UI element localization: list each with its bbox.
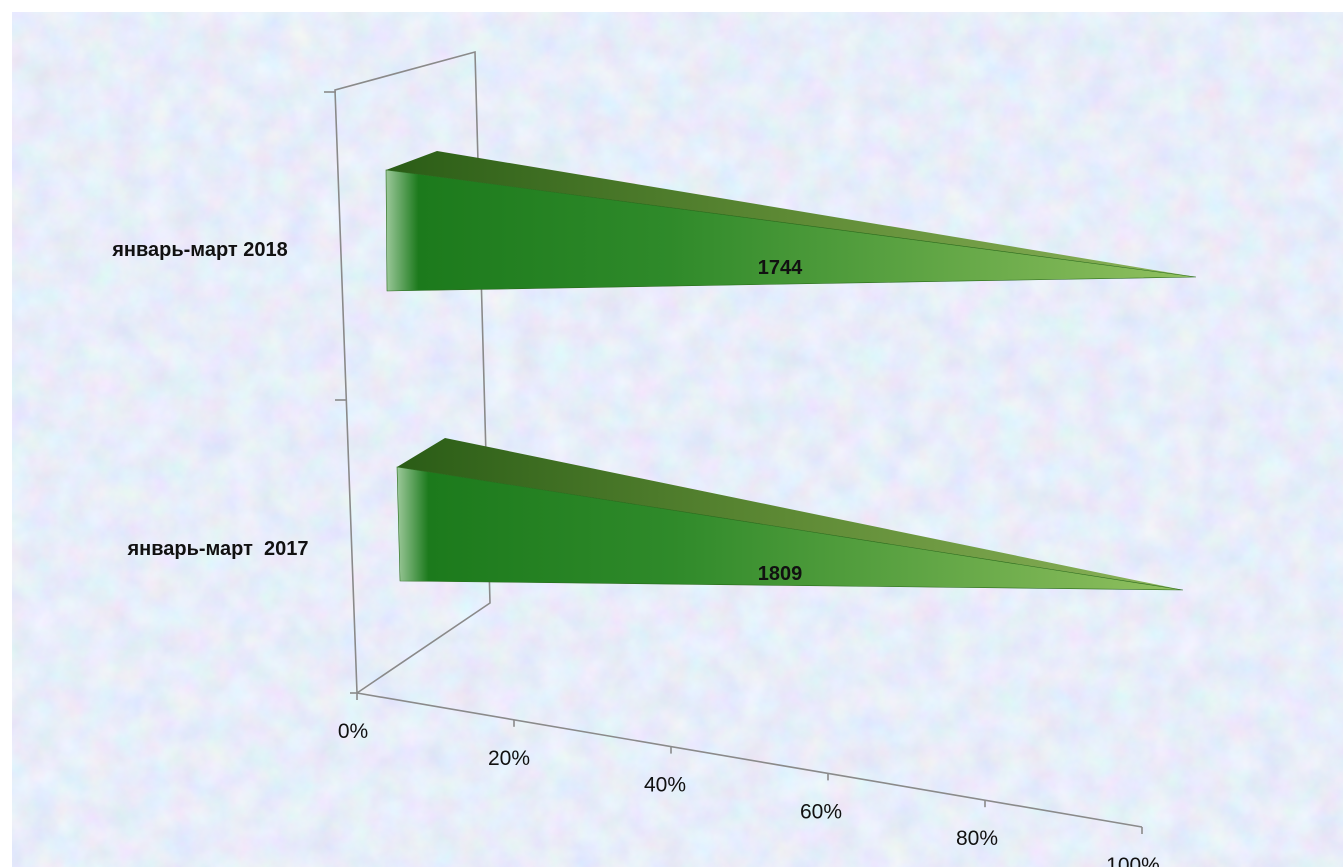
x-tick-label: 60%	[800, 800, 842, 823]
x-tick-label: 80%	[956, 827, 998, 850]
bar	[385, 169, 1197, 292]
x-tick-label: 40%	[644, 774, 686, 797]
chart-background	[12, 12, 1343, 867]
bar	[396, 466, 1184, 591]
x-axis: 0% 20% 40% 60% 80% 100%	[338, 693, 1160, 867]
category-label: январь-март 2017	[126, 538, 308, 560]
data-label: 1809	[758, 563, 803, 585]
category-label: январь-март 2018	[111, 239, 288, 261]
plot-area: 1809 1744	[385, 151, 1197, 591]
data-label: 1744	[758, 257, 803, 279]
x-tick-label: 0%	[338, 720, 368, 743]
wall-outline	[334, 50, 491, 694]
x-tick-label: 100%	[1106, 854, 1160, 867]
bar-top-face	[397, 438, 1183, 590]
category-axis: январь-март 2017 январь-март 2018	[111, 239, 308, 560]
x-tick-label: 20%	[488, 747, 530, 770]
bar-top-face	[386, 151, 1196, 277]
axes-frame	[324, 50, 1143, 828]
x-axis-line	[356, 692, 1143, 828]
